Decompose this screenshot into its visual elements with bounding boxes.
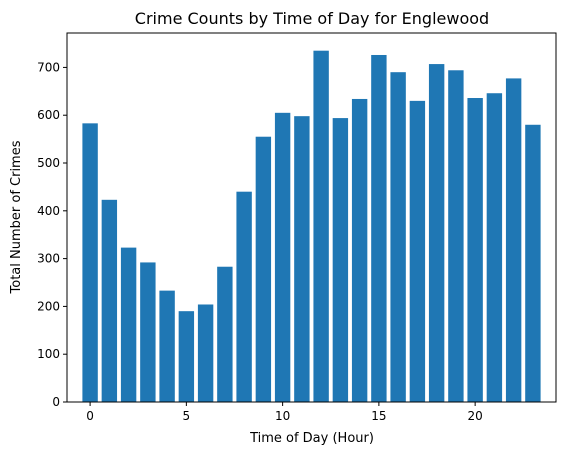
y-tick-label: 100 (37, 347, 60, 361)
bar-hour-22 (505, 78, 522, 402)
y-tick-label: 200 (37, 299, 60, 313)
bar-hour-15 (371, 54, 387, 403)
x-tick-label: 15 (371, 409, 386, 423)
x-tick-label: 0 (86, 409, 94, 423)
bar-hour-6 (197, 304, 214, 402)
y-tick-label: 0 (52, 395, 60, 409)
bar-hour-14 (351, 98, 368, 403)
bar-hour-17 (409, 100, 426, 403)
y-axis-label: Total Number of Crimes (9, 140, 24, 294)
bar-hour-11 (294, 116, 310, 403)
plot-frame (66, 32, 557, 403)
bar-hour-8 (236, 191, 252, 402)
bar-hour-7 (217, 266, 233, 402)
chart-title: Crime Counts by Time of Day for Englewoo… (135, 9, 489, 28)
x-tick-label: 10 (275, 409, 290, 423)
bar-hour-3 (140, 262, 156, 402)
bar-hour-9 (255, 136, 272, 402)
y-tick-label: 700 (37, 60, 60, 74)
y-tick-label: 500 (37, 156, 60, 170)
bar-hour-0 (82, 123, 98, 402)
bar-hour-1 (101, 199, 118, 402)
bar-hour-13 (332, 118, 349, 402)
x-axis-label: Time of Day (Hour) (249, 431, 374, 446)
bar-hour-23 (525, 124, 541, 403)
bar-hour-12 (313, 50, 329, 402)
bar-hour-20 (467, 98, 483, 402)
x-axis-ticks: 0 5 10 15 20 (86, 402, 483, 423)
y-tick-label: 600 (37, 108, 60, 122)
y-axis-ticks: 0 100 200 300 400 500 600 700 (37, 60, 67, 409)
y-tick-label: 400 (37, 204, 60, 218)
bar-hour-19 (448, 70, 464, 402)
x-tick-label: 20 (468, 409, 483, 423)
bar-hour-10 (274, 112, 291, 402)
y-tick-label: 300 (37, 252, 60, 266)
x-tick-label: 5 (183, 409, 191, 423)
bars-group (82, 50, 541, 403)
bar-hour-4 (159, 290, 175, 402)
bar-hour-21 (486, 93, 503, 402)
bar-hour-18 (428, 64, 445, 402)
bar-hour-5 (178, 311, 195, 402)
bar-hour-16 (390, 72, 406, 402)
bar-hour-2 (120, 247, 137, 402)
